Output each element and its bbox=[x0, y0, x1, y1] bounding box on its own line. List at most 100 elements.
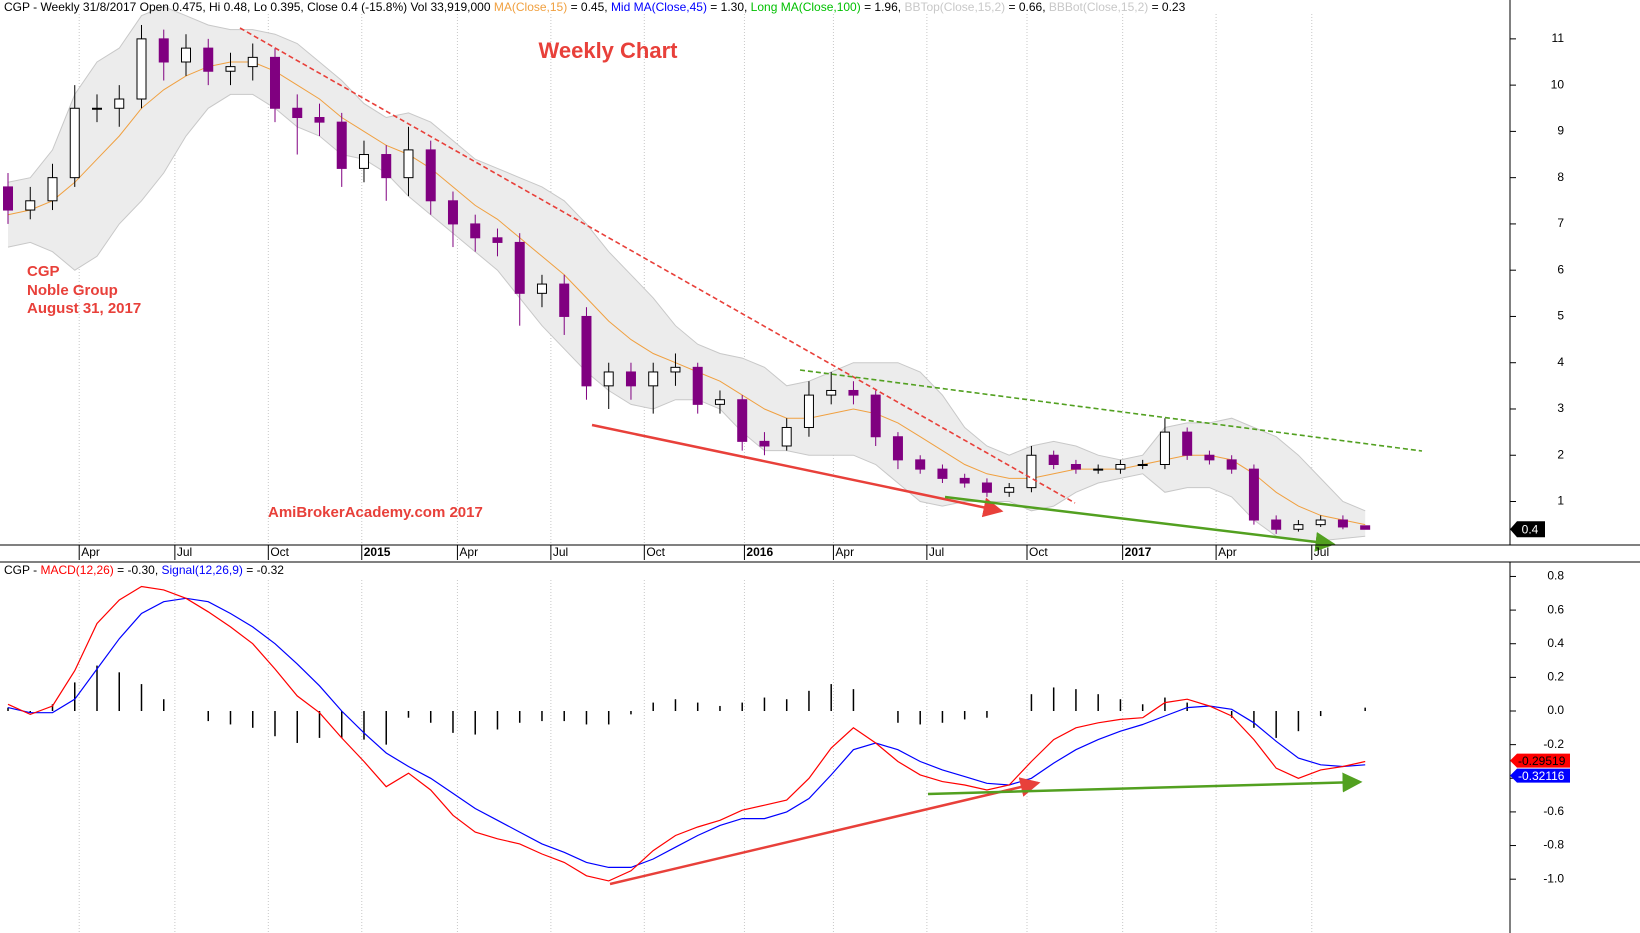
trend-line bbox=[799, 369, 1423, 452]
legend-entry: Long MA(Close,100) bbox=[751, 0, 861, 14]
x-tick-label: Jul bbox=[553, 545, 568, 559]
candle-body bbox=[1271, 519, 1282, 530]
macd-line bbox=[7, 585, 1366, 882]
candle-body bbox=[47, 177, 58, 202]
candle-body bbox=[648, 371, 659, 387]
candle-body bbox=[225, 66, 236, 72]
candle-body bbox=[959, 477, 970, 484]
grid-layer bbox=[78, 14, 1313, 933]
divergence-arrow bbox=[944, 495, 1336, 552]
candle-body bbox=[981, 482, 992, 493]
x-tick-label: Apr bbox=[1218, 545, 1237, 559]
last-price-label: 0.4 bbox=[1522, 522, 1539, 536]
candle-body bbox=[292, 107, 303, 119]
y-tick-label: -0.2 bbox=[1543, 737, 1564, 751]
legend-readout: = 1.96, bbox=[861, 0, 905, 14]
end-value-label: -0.29519 bbox=[1518, 754, 1566, 768]
candle-body bbox=[158, 38, 169, 63]
y-tick-label: 8 bbox=[1557, 170, 1564, 184]
candle-body bbox=[381, 154, 392, 179]
legend-entry: Mid MA(Close,45) bbox=[611, 0, 707, 14]
candle-body bbox=[114, 98, 125, 109]
end-value-badge bbox=[1510, 753, 1570, 768]
x-tick-label: 2015 bbox=[364, 545, 391, 559]
y-tick-label: -0.6 bbox=[1543, 804, 1564, 818]
price-pane bbox=[3, 5, 1371, 542]
legend-readout: = 0.23 bbox=[1148, 0, 1185, 14]
candle-body bbox=[826, 389, 837, 396]
legend-readout: = 0.45, bbox=[567, 0, 611, 14]
annotation-layer bbox=[239, 27, 1423, 886]
end-value-label: -0.32116 bbox=[1518, 769, 1565, 783]
candle-body bbox=[1204, 454, 1215, 461]
candle-body bbox=[25, 200, 36, 211]
candle-body bbox=[180, 47, 191, 63]
candle-body bbox=[92, 107, 103, 110]
note: August 31, 2017 bbox=[27, 300, 141, 317]
candle-body bbox=[737, 399, 748, 442]
legend-readout: = 0.66, bbox=[1005, 0, 1049, 14]
y-tick-label: 10 bbox=[1551, 77, 1565, 91]
x-tick-label: Apr bbox=[81, 545, 100, 559]
candle-body bbox=[892, 436, 903, 461]
signal-line bbox=[7, 597, 1366, 868]
candle-body bbox=[1293, 524, 1304, 530]
legend-entry: MACD(12,26) bbox=[40, 563, 113, 577]
candle-body bbox=[1182, 431, 1193, 456]
last-price-badge bbox=[1510, 521, 1545, 538]
candle-body bbox=[1248, 468, 1259, 521]
candle-body bbox=[69, 107, 80, 179]
candle-body bbox=[247, 56, 258, 68]
candle-body bbox=[358, 154, 369, 169]
bollinger-line bbox=[7, 5, 1366, 512]
y-tick-label: 0.0 bbox=[1547, 703, 1564, 717]
candle-body bbox=[425, 149, 436, 202]
candle-body bbox=[314, 117, 325, 123]
chart-title: Weekly Chart bbox=[539, 38, 679, 63]
y-tick-label: 5 bbox=[1557, 309, 1564, 323]
candle-body bbox=[1315, 519, 1326, 526]
header: CGP - MACD(12,26) = -0.30, Signal(12,26,… bbox=[4, 563, 284, 577]
text-layer: CGP - Weekly 31/8/2017 Open 0.475, Hi 0.… bbox=[4, 0, 1570, 885]
candle-body bbox=[692, 366, 703, 405]
bollinger-band bbox=[8, 6, 1366, 541]
candle-body bbox=[447, 200, 458, 225]
candle-body bbox=[1093, 468, 1104, 471]
x-tick-label: Jul bbox=[177, 545, 192, 559]
candle-body bbox=[781, 426, 792, 447]
y-tick-label: 1 bbox=[1557, 494, 1564, 508]
legend-readout: = -0.32 bbox=[243, 563, 284, 577]
candle-body bbox=[492, 237, 503, 243]
y-tick-label: -0.8 bbox=[1543, 838, 1564, 852]
candle-body bbox=[915, 459, 926, 470]
candle-body bbox=[1360, 525, 1371, 530]
candle-body bbox=[603, 371, 614, 387]
candle-body bbox=[470, 223, 481, 239]
legend-readout: = -0.30, bbox=[114, 563, 162, 577]
note: Noble Group bbox=[27, 282, 118, 299]
legend-entry: BBBot(Close,15,2) bbox=[1049, 0, 1148, 14]
candle-body bbox=[714, 399, 725, 405]
candle-body bbox=[625, 371, 636, 387]
y-tick-label: 7 bbox=[1557, 216, 1564, 230]
candle-body bbox=[1026, 454, 1037, 489]
candle-body bbox=[203, 47, 214, 72]
candle-body bbox=[269, 56, 280, 109]
candle-body bbox=[1137, 463, 1148, 466]
legend-entry: MA(Close,15) bbox=[494, 0, 567, 14]
y-tick-label: 9 bbox=[1557, 124, 1564, 138]
candle-body bbox=[1048, 454, 1059, 465]
header-prefix: CGP - bbox=[4, 563, 40, 577]
candle-body bbox=[336, 121, 347, 169]
divergence-arrow bbox=[591, 423, 1004, 518]
header: CGP - Weekly 31/8/2017 Open 0.475, Hi 0.… bbox=[4, 0, 1186, 14]
x-tick-label: Oct bbox=[646, 545, 665, 559]
candle-body bbox=[514, 241, 525, 294]
candle-body bbox=[1159, 431, 1170, 465]
y-tick-label: 0.2 bbox=[1547, 670, 1564, 684]
legend-entry: Signal(12,26,9) bbox=[162, 563, 243, 577]
x-tick-label: Oct bbox=[270, 545, 289, 559]
x-tick-label: 2016 bbox=[746, 545, 773, 559]
